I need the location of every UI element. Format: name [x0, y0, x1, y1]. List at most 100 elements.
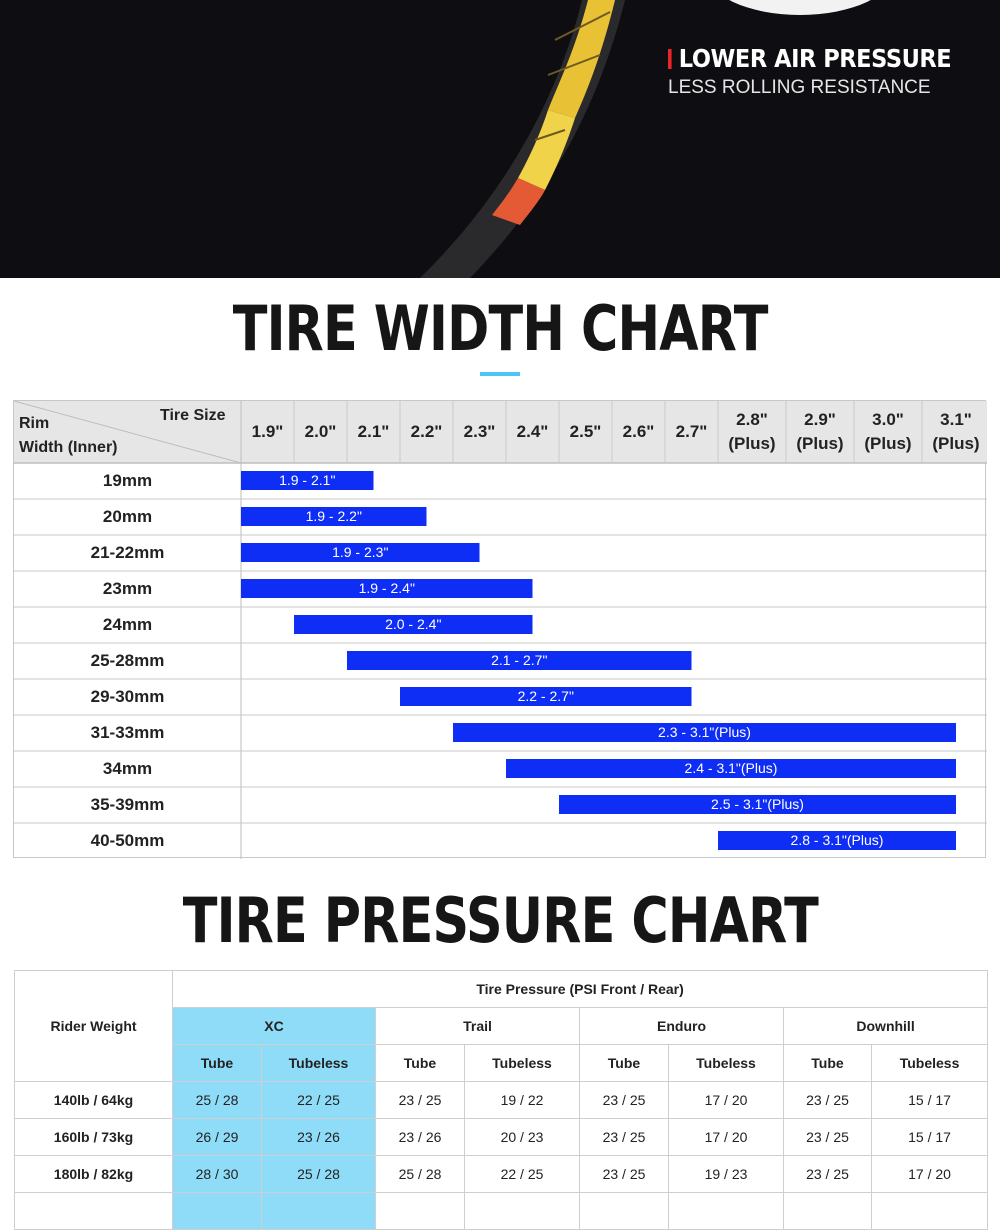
- header-background: [14, 401, 987, 463]
- pressure-cell: [375, 1192, 465, 1230]
- group-header-xc: XC: [172, 1007, 376, 1045]
- rim-width-label: 31-33mm: [90, 723, 165, 742]
- table-row: 180lb / 82kg 28 / 30 25 / 28 25 / 28 22 …: [14, 1155, 989, 1193]
- range-bar-label: 2.8 - 3.1"(Plus): [790, 832, 884, 848]
- range-bar: [400, 687, 692, 706]
- group-header-downhill: Downhill: [782, 1007, 989, 1045]
- rim-label-line1: Rim: [19, 415, 50, 432]
- tire-size-header: 2.0": [304, 422, 337, 441]
- pressure-cell: 26 / 29: [172, 1118, 262, 1156]
- table-row: 140lb / 64kg 25 / 28 22 / 25 23 / 25 19 …: [14, 1081, 989, 1119]
- hero-banner: LOWER AIR PRESSURE LESS ROLLING RESISTAN…: [0, 0, 1000, 278]
- tire-width-chart: Tire Size Rim Width (Inner) 1.9" 2.0" 2.1"…: [13, 400, 987, 859]
- rider-weight-cell: 160lb / 73kg: [14, 1118, 173, 1156]
- width-chart-title-text: TIRE WIDTH CHART: [232, 292, 769, 365]
- tire-size-header: 2.2": [410, 422, 443, 441]
- subheader-tube: Tube: [375, 1044, 465, 1082]
- range-bar: [347, 651, 692, 670]
- range-bar: [241, 507, 427, 526]
- pressure-cell: 23 / 25: [783, 1155, 872, 1193]
- range-bar: [453, 723, 956, 742]
- table-row: [14, 1192, 989, 1230]
- pressure-cell: [579, 1192, 669, 1230]
- range-bar-label: 1.9 - 2.2": [305, 508, 362, 524]
- hero-text: LOWER AIR PRESSURE LESS ROLLING RESISTAN…: [668, 44, 983, 99]
- range-bar: [241, 543, 480, 562]
- pressure-cell: [261, 1192, 376, 1230]
- pressure-cell: 23 / 26: [375, 1118, 465, 1156]
- tire-size-label: Tire Size: [160, 407, 226, 424]
- rider-weight-cell: [14, 1192, 173, 1230]
- pressure-cell: 17 / 20: [668, 1118, 784, 1156]
- range-bar-label: 2.0 - 2.4": [385, 616, 442, 632]
- pressure-cell: 19 / 22: [464, 1081, 580, 1119]
- tire-size-header: 2.7": [675, 422, 708, 441]
- pressure-cell: 22 / 25: [261, 1081, 376, 1119]
- pressure-cell: [668, 1192, 784, 1230]
- subheader-tube: Tube: [579, 1044, 669, 1082]
- pressure-cell: [783, 1192, 872, 1230]
- width-chart-grid: [14, 401, 987, 859]
- title-accent-line: [480, 372, 520, 376]
- tire-size-header: 2.3": [463, 422, 496, 441]
- pressure-cell: 25 / 28: [172, 1081, 262, 1119]
- range-bar-label: 2.1 - 2.7": [491, 652, 548, 668]
- red-accent-bar: [668, 48, 672, 69]
- pressure-cell: 25 / 28: [375, 1155, 465, 1193]
- pressure-cell: [172, 1192, 262, 1230]
- tire-size-header: 3.0" (Plus): [864, 410, 912, 453]
- rider-weight-header: Rider Weight: [14, 970, 173, 1082]
- pressure-cell: 23 / 25: [579, 1155, 669, 1193]
- pressure-cell: 20 / 23: [464, 1118, 580, 1156]
- pressure-cell: 15 / 17: [870, 1118, 989, 1156]
- tire-pressure-table: Rider Weight Tire Pressure (PSI Front / …: [14, 970, 989, 1230]
- pressure-chart-title-text: TIRE PRESSURE CHART: [182, 884, 818, 957]
- tire-size-header: 2.9" (Plus): [796, 410, 844, 453]
- pressure-cell: 23 / 25: [375, 1081, 465, 1119]
- tire-size-header: 1.9": [251, 422, 284, 441]
- pressure-cell: 19 / 23: [668, 1155, 784, 1193]
- group-header-enduro: Enduro: [579, 1007, 784, 1045]
- width-chart-title: TIRE WIDTH CHART: [0, 292, 1000, 365]
- rim-width-label: 35-39mm: [90, 795, 165, 814]
- subheader-tubeless: Tubeless: [464, 1044, 580, 1082]
- range-bar: [718, 831, 956, 850]
- hero-subtitle: LESS ROLLING RESISTANCE: [668, 77, 931, 98]
- pressure-cell: 23 / 25: [783, 1118, 872, 1156]
- rim-width-label: 24mm: [102, 615, 153, 634]
- tire-size-header: 2.6": [622, 422, 655, 441]
- range-bar-label: 2.4 - 3.1"(Plus): [684, 760, 778, 776]
- subheader-tubeless: Tubeless: [870, 1044, 989, 1082]
- rim-width-label: 40-50mm: [90, 831, 165, 850]
- pressure-super-header: Tire Pressure (PSI Front / Rear): [171, 970, 989, 1008]
- pressure-cell: 25 / 28: [261, 1155, 376, 1193]
- subheader-tube: Tube: [172, 1044, 262, 1082]
- rim-width-label: 29-30mm: [90, 687, 165, 706]
- rim-width-label: 23mm: [102, 579, 153, 598]
- pressure-cell: [870, 1192, 989, 1230]
- range-bar-label: 1.9 - 2.3": [332, 544, 389, 560]
- rim-width-label: 21-22mm: [90, 543, 165, 562]
- pressure-cell: 23 / 25: [783, 1081, 872, 1119]
- range-bar-label: 2.3 - 3.1"(Plus): [658, 724, 751, 740]
- pressure-cell: 15 / 17: [870, 1081, 989, 1119]
- pressure-cell: 23 / 26: [261, 1118, 376, 1156]
- pressure-cell: 17 / 20: [870, 1155, 989, 1193]
- pressure-cell: 28 / 30: [172, 1155, 262, 1193]
- rim-width-label: 34mm: [102, 759, 153, 778]
- range-bar-label: 2.2 - 2.7": [517, 688, 574, 704]
- pressure-chart-title: TIRE PRESSURE CHART: [0, 884, 1000, 957]
- group-header-trail: Trail: [375, 1007, 580, 1045]
- range-bar: [506, 759, 956, 778]
- range-bar-label: 1.9 - 2.4": [358, 580, 415, 596]
- tire-size-header: 2.5": [569, 422, 602, 441]
- range-bar: [241, 471, 374, 490]
- tire-size-header: 2.8" (Plus): [728, 410, 776, 453]
- range-bar: [559, 795, 956, 814]
- rim-width-label: 20mm: [102, 507, 153, 526]
- range-bar: [294, 615, 533, 634]
- pressure-cell: 22 / 25: [464, 1155, 580, 1193]
- tire-size-header: 2.1": [357, 422, 390, 441]
- range-bar: [241, 579, 533, 598]
- rim-label-line2: Width (Inner): [19, 439, 118, 456]
